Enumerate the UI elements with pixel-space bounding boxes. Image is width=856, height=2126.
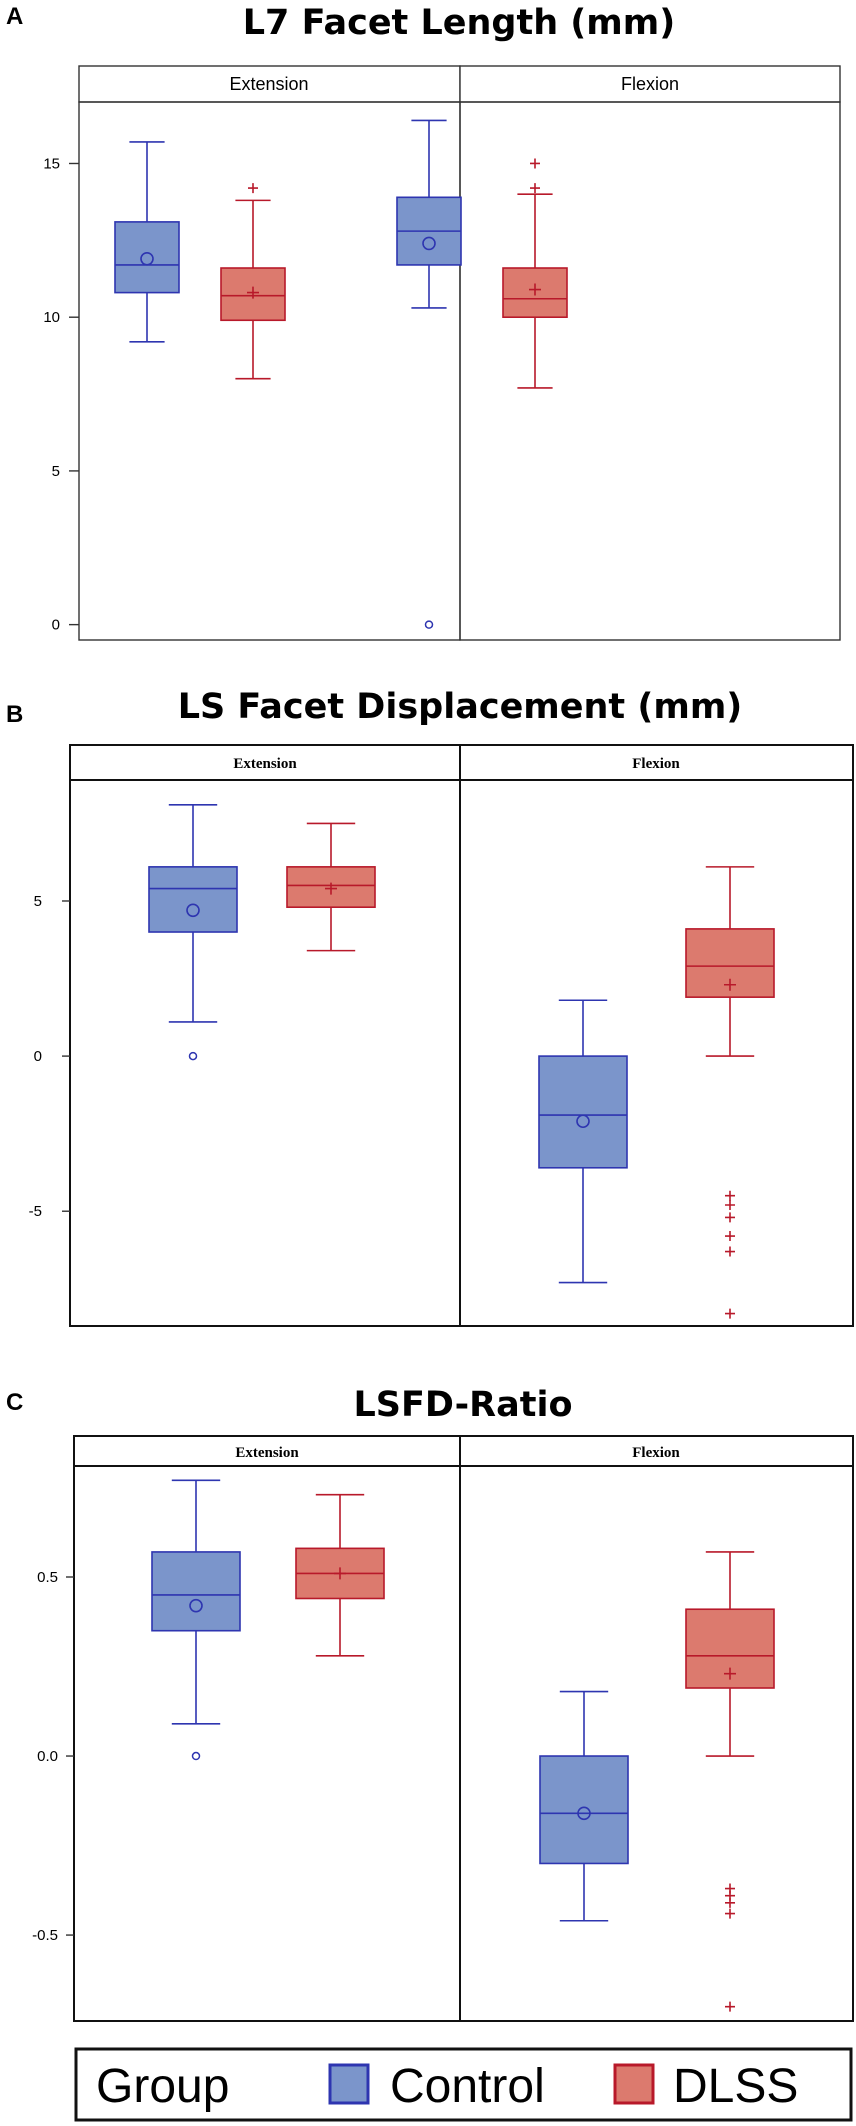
box-control-extension (114, 221, 180, 294)
outlier-dlss-flexion (725, 1190, 735, 1201)
y-tick-label: 0 (52, 617, 60, 634)
mean-marker-control-extension (189, 1598, 203, 1613)
legend-label-control: Control (390, 2060, 545, 2113)
y-tick-label: 0.0 (37, 1748, 58, 1765)
outlier-dlss-flexion (725, 1200, 735, 1211)
outlier-dlss-flexion (725, 1908, 735, 1919)
y-tick-label: -0.5 (32, 1927, 58, 1944)
panel-b-strip-flexion (459, 744, 854, 781)
outlier-dlss-flexion (725, 1246, 735, 1257)
panel-b: B LS Facet Displacement (mm) Extension F… (6, 687, 854, 1327)
y-tick-label: 0 (34, 1048, 42, 1065)
mean-marker-dlss-flexion (529, 283, 541, 296)
mean-marker-control-flexion (576, 1114, 590, 1129)
y-tick-label: 10 (43, 309, 60, 326)
y-tick-label: 15 (43, 155, 60, 172)
panel-a-plot-extension (78, 101, 461, 641)
outlier-dlss-flexion (530, 158, 540, 169)
panel-a-strip-flexion (459, 65, 841, 103)
box-dlss-extension (286, 866, 376, 908)
outlier-control-extension (188, 1051, 198, 1061)
mean-marker-control-extension (140, 251, 154, 266)
legend-frame (74, 2047, 853, 2122)
panel-a-strip-extension (78, 65, 461, 103)
panel-c-title: LSFD-Ratio (354, 1385, 573, 1425)
y-tick-label: 5 (34, 893, 42, 910)
legend-label-dlss: DLSS (673, 2060, 798, 2113)
y-tick-label: 0.5 (37, 1569, 58, 1586)
panel-c-plot-flexion (459, 1465, 854, 2022)
legend-swatch-dlss (613, 2063, 655, 2105)
mean-marker-dlss-extension (247, 286, 259, 299)
mean-marker-dlss-flexion (724, 1667, 736, 1680)
mean-marker-control-extension (186, 903, 200, 918)
box-control-flexion (539, 1755, 629, 1865)
panel-b-strip-flexion-label: Flexion (632, 756, 680, 772)
panel-a-plot-flexion (459, 101, 841, 641)
box-control-extension (151, 1551, 241, 1632)
legend: Group Control DLSS (74, 2047, 853, 2122)
outlier-dlss-extension (248, 183, 258, 194)
panel-a-strip-flexion-label: Flexion (621, 74, 679, 94)
panel-c: C LSFD-Ratio Extension Flexion -0.5 0.0 0.… (6, 1385, 854, 2022)
panel-letter-a: A (6, 3, 23, 30)
panel-c-strip-flexion-label: Flexion (632, 1445, 680, 1461)
panel-a-marks: 0 5 10 15 (43, 119, 568, 634)
mean-marker-dlss-extension (334, 1567, 346, 1580)
y-tick-label: 5 (52, 463, 60, 480)
panel-b-strip-extension-label: Extension (233, 756, 297, 772)
panel-a-strip-extension-label: Extension (229, 74, 308, 94)
box-control-flexion (538, 1055, 628, 1169)
outlier-dlss-flexion (725, 1308, 735, 1319)
mean-marker-control-flexion (422, 236, 436, 251)
panel-letter-c: C (6, 1389, 23, 1416)
panel-b-marks: -5 0 5 (29, 804, 775, 1319)
panel-c-strip-extension-label: Extension (235, 1445, 299, 1461)
panel-b-title: LS Facet Displacement (mm) (178, 687, 743, 727)
y-tick-label: -5 (29, 1203, 42, 1220)
panel-a-title: L7 Facet Length (mm) (243, 3, 676, 43)
panel-b-plot-extension (69, 779, 461, 1327)
outlier-dlss-flexion (725, 1212, 735, 1223)
panel-c-marks: -0.5 0.0 0.5 (32, 1479, 775, 2012)
outlier-dlss-flexion (725, 1897, 735, 1908)
legend-title: Group (96, 2060, 229, 2113)
panel-c-plot-extension (73, 1465, 461, 2022)
panel-letter-b: B (6, 701, 23, 728)
mean-marker-dlss-flexion (724, 978, 736, 991)
legend-swatch-control (328, 2063, 370, 2105)
panel-b-strip-extension (69, 744, 461, 781)
outlier-control-flexion (424, 620, 434, 629)
outlier-dlss-flexion (530, 183, 540, 194)
mean-marker-dlss-extension (325, 882, 337, 895)
outlier-dlss-flexion (725, 2001, 735, 2012)
panel-c-strip-flexion (459, 1435, 854, 1467)
panel-b-plot-flexion (459, 779, 854, 1327)
outlier-control-extension (191, 1751, 201, 1761)
panel-a: A L7 Facet Length (mm) Extension Flexion… (6, 3, 841, 641)
box-control-extension (148, 866, 238, 933)
mean-marker-control-flexion (577, 1806, 591, 1821)
outlier-dlss-flexion (725, 1231, 735, 1242)
